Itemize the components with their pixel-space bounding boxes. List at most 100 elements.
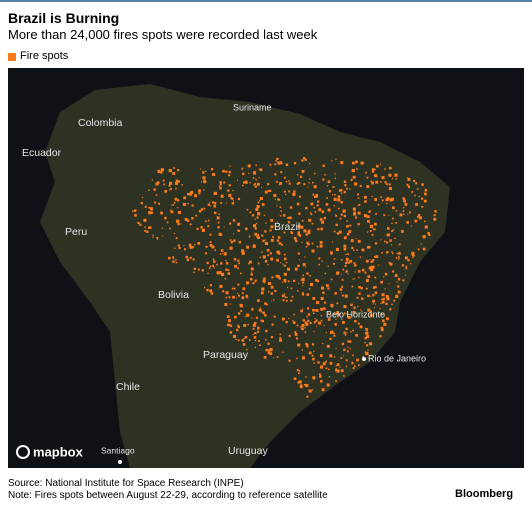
- fire-spot: [297, 290, 299, 292]
- fire-spot: [346, 261, 348, 263]
- fire-spot: [358, 203, 361, 206]
- fire-spot: [334, 173, 336, 175]
- fire-spot: [134, 214, 137, 217]
- fire-spot: [357, 211, 361, 215]
- fire-spot: [260, 291, 264, 295]
- fire-spot: [203, 207, 206, 210]
- fire-spot: [372, 303, 374, 305]
- fire-spot: [365, 287, 368, 290]
- fire-spot: [297, 224, 301, 228]
- fire-spot: [311, 389, 314, 391]
- fire-spot: [223, 226, 225, 228]
- fire-spot: [256, 182, 260, 186]
- fire-spot: [237, 283, 240, 286]
- fire-spot: [269, 229, 272, 232]
- fire-spot: [363, 214, 368, 218]
- fire-spot: [233, 239, 236, 242]
- fire-spot: [312, 297, 316, 300]
- fire-spot: [345, 270, 348, 273]
- fire-spot: [156, 238, 158, 240]
- fire-spot: [365, 279, 369, 283]
- fire-spot: [336, 302, 339, 305]
- fire-spot: [148, 211, 152, 215]
- fire-spot: [255, 164, 257, 167]
- fire-spot: [428, 233, 431, 237]
- fire-spot: [367, 275, 371, 278]
- city-dot: [118, 460, 122, 464]
- fire-spot: [384, 181, 387, 184]
- fire-spot: [205, 220, 207, 223]
- fire-spot: [283, 257, 287, 261]
- fire-spot: [356, 358, 359, 362]
- fire-spot: [410, 225, 412, 227]
- fire-spot: [260, 310, 263, 313]
- fire-spot: [283, 293, 286, 295]
- fire-spot: [265, 348, 268, 352]
- fire-spot: [292, 279, 296, 283]
- fire-spot: [406, 221, 409, 224]
- fire-spot: [348, 230, 352, 234]
- fire-spot: [244, 315, 246, 317]
- fire-spot: [298, 380, 302, 384]
- fire-spot: [319, 218, 323, 221]
- fire-spot: [294, 267, 298, 271]
- fire-spot: [277, 198, 280, 201]
- fire-spot: [352, 161, 355, 165]
- fire-spot: [151, 179, 154, 181]
- fire-spot: [309, 212, 312, 214]
- fire-spot: [201, 269, 204, 272]
- fire-spot: [317, 228, 320, 231]
- fire-spot: [277, 275, 281, 279]
- place-label: Uruguay: [228, 445, 268, 457]
- fire-spot: [236, 297, 238, 299]
- fire-spot: [342, 355, 344, 357]
- fire-spot: [282, 351, 284, 353]
- fire-spot: [349, 188, 351, 190]
- fire-spot: [156, 236, 159, 239]
- fire-spot: [266, 248, 270, 252]
- fire-spot: [292, 319, 294, 322]
- fire-spot: [339, 189, 342, 192]
- fire-spot: [279, 333, 282, 336]
- fire-spot: [301, 293, 305, 296]
- fire-spot: [276, 205, 278, 207]
- fire-spot: [303, 383, 306, 386]
- fire-spot: [225, 262, 229, 265]
- fire-spot: [412, 257, 414, 259]
- fire-spot: [349, 348, 351, 350]
- fire-spot: [433, 214, 436, 217]
- fire-spot: [302, 308, 304, 310]
- fire-spot: [333, 334, 336, 337]
- fire-spot: [160, 171, 163, 174]
- fire-spot: [398, 257, 400, 259]
- fire-spot: [389, 239, 392, 242]
- fire-spot: [330, 330, 334, 334]
- fire-spot: [322, 291, 325, 294]
- fire-spot: [327, 208, 331, 212]
- fire-spot: [186, 219, 190, 222]
- fire-spot: [248, 235, 251, 238]
- fire-spot: [340, 213, 343, 216]
- fire-spot: [322, 362, 326, 366]
- fire-spot: [326, 383, 330, 387]
- fire-spot: [254, 346, 257, 349]
- fire-spot: [195, 214, 198, 217]
- fire-spot: [331, 160, 333, 162]
- fire-spot: [302, 274, 304, 277]
- place-label: Ecuador: [22, 147, 62, 159]
- fire-spot: [288, 317, 290, 320]
- fire-spot: [391, 303, 393, 306]
- fire-spot: [248, 339, 251, 341]
- fire-spot: [417, 248, 420, 251]
- fire-spot: [279, 215, 282, 217]
- fire-spot: [351, 246, 354, 250]
- fire-spot: [385, 198, 389, 202]
- fire-spot: [330, 278, 333, 281]
- fire-spot: [382, 297, 385, 301]
- fire-spot: [267, 291, 270, 293]
- fire-spot: [218, 271, 222, 275]
- fire-spot: [394, 173, 398, 177]
- fire-spot: [373, 174, 376, 176]
- fire-spot: [242, 287, 246, 291]
- fire-spot: [311, 249, 315, 253]
